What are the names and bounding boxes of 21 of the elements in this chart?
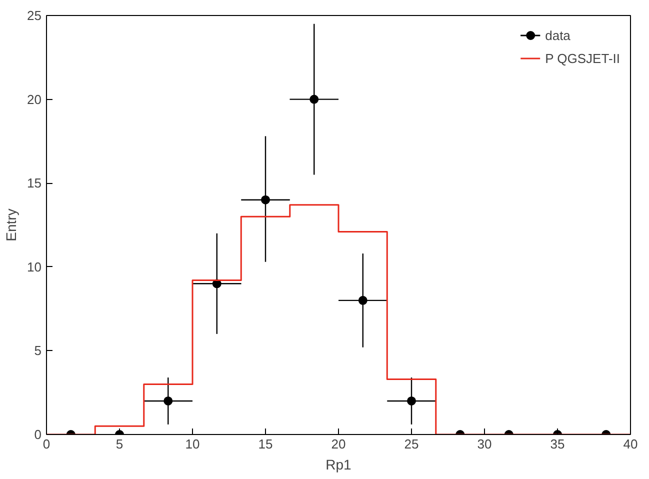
point bbox=[358, 296, 368, 305]
x-tick-label: 35 bbox=[550, 436, 565, 452]
x-tick-label: 10 bbox=[185, 436, 200, 452]
legend-label: P QGSJET-II bbox=[545, 50, 620, 66]
x-tick-label: 5 bbox=[116, 436, 124, 452]
legend-label: data bbox=[545, 28, 570, 42]
y-tick-label: 20 bbox=[27, 92, 42, 107]
x-tick-label: 15 bbox=[258, 436, 273, 452]
y-tick-label: 15 bbox=[27, 176, 42, 191]
x-tick-label: 25 bbox=[404, 436, 419, 452]
y-axis-title: Entry bbox=[3, 208, 20, 242]
y-tick-label: 10 bbox=[27, 259, 42, 274]
x-axis-title: Rp1 bbox=[326, 456, 352, 472]
y-tick-label: 0 bbox=[34, 427, 42, 442]
point bbox=[261, 195, 270, 204]
x-tick-label: 30 bbox=[477, 436, 492, 452]
y-tick-label: 5 bbox=[34, 343, 42, 358]
x-tick-label: 20 bbox=[331, 436, 346, 452]
x-tick-label: 40 bbox=[623, 436, 638, 452]
y-tick-label: 25 bbox=[27, 8, 42, 23]
point bbox=[310, 94, 319, 104]
